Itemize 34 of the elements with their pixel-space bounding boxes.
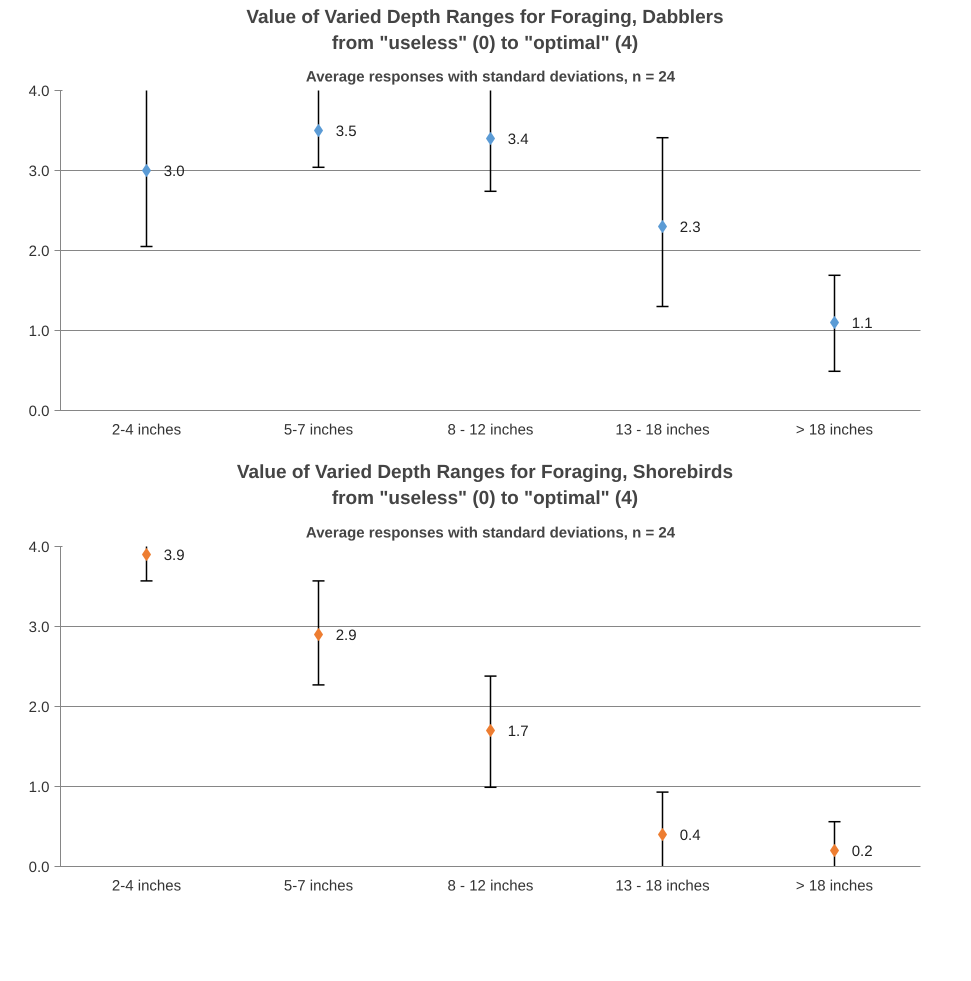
data-label: 0.2 [852, 842, 873, 860]
x-tick-label: 5-7 inches [284, 422, 354, 439]
x-tick-label: 8 - 12 inches [448, 877, 534, 894]
y-tick-label: 3.0 [28, 618, 50, 636]
data-label: 0.4 [680, 826, 701, 844]
x-tick-label: 2-4 inches [112, 877, 182, 894]
data-label: 3.5 [336, 123, 357, 140]
x-tick-label: 13 - 18 inches [615, 877, 710, 894]
chart-subtitle: Average responses with standard deviations, n = 24 [306, 524, 676, 542]
data-label: 2.9 [336, 626, 357, 644]
chart-title: Value of Varied Depth Ranges for Foraging, Shorebirds from "useless" (0) to "optimal" (4) [236, 461, 734, 511]
y-tick-label: 4.0 [28, 538, 50, 556]
y-tick-label: 2.0 [28, 243, 50, 260]
y-tick-label: 0.0 [28, 403, 50, 420]
y-tick-label: 0.0 [28, 858, 50, 876]
y-tick-label: 2.0 [28, 698, 50, 716]
chart-title: Value of Varied Depth Ranges for Foraging, Dabblers from "useless" (0) to "optimal" (4) [246, 6, 724, 56]
y-tick-label: 3.0 [28, 163, 50, 180]
x-tick-label: 8 - 12 inches [448, 422, 534, 439]
data-label: 2.3 [680, 219, 701, 236]
data-label: 3.4 [508, 131, 529, 148]
x-tick-label: > 18 inches [796, 422, 874, 439]
x-tick-label: > 18 inches [796, 877, 874, 894]
y-tick-label: 1.0 [28, 323, 50, 340]
data-label: 3.0 [164, 163, 185, 180]
x-tick-label: 5-7 inches [284, 877, 354, 894]
data-label: 3.9 [164, 546, 185, 564]
data-label: 1.1 [852, 315, 873, 332]
y-tick-label: 1.0 [28, 778, 50, 796]
x-tick-label: 13 - 18 inches [615, 422, 710, 439]
x-tick-label: 2-4 inches [112, 422, 182, 439]
y-tick-label: 4.0 [28, 83, 50, 100]
data-label: 1.7 [508, 722, 529, 740]
chart-subtitle: Average responses with standard deviations, n = 24 [306, 68, 676, 86]
